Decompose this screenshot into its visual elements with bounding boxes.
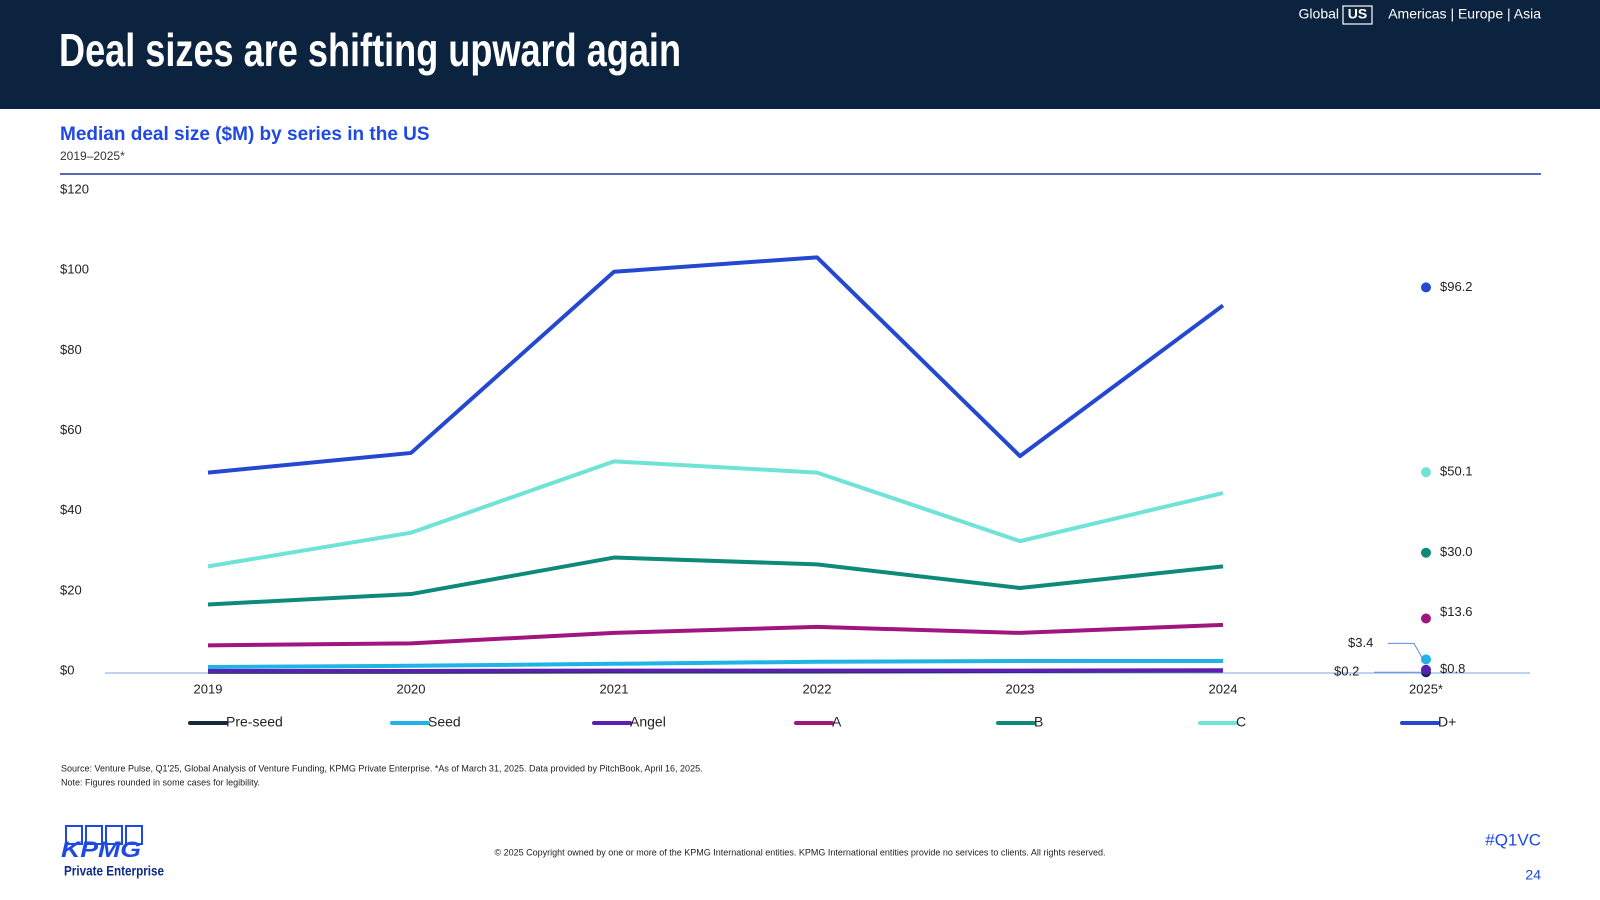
value-label: $0.8	[1440, 661, 1465, 676]
label-leader	[1388, 642, 1424, 660]
legend-label: D+	[1438, 714, 1456, 730]
series-line	[207, 658, 1223, 669]
legend-label: Pre-seed	[226, 714, 283, 730]
copyright: © 2025 Copyright owned by one or more of…	[495, 847, 1106, 857]
x-tick-label: 2025*	[1409, 681, 1443, 696]
logo-subtitle: Private Enterprise	[64, 863, 164, 879]
last-point	[1421, 654, 1431, 665]
last-point	[1421, 467, 1431, 478]
nav-current-box	[1342, 5, 1373, 25]
nav-others[interactable]: Americas | Europe | Asia	[1388, 6, 1541, 22]
x-tick-label: 2020	[397, 681, 426, 696]
header-band	[0, 0, 1600, 109]
value-label: $13.6	[1440, 604, 1473, 619]
legend-label: Angel	[630, 714, 666, 730]
last-point	[1421, 547, 1431, 558]
value-label: $30.0	[1440, 544, 1473, 559]
legend-label: B	[1034, 714, 1043, 730]
value-label: $50.1	[1440, 464, 1473, 479]
x-tick-label: 2019	[194, 681, 223, 696]
series-line	[207, 555, 1224, 607]
page-number: 24	[1525, 867, 1541, 883]
y-tick-label: $120	[60, 181, 89, 196]
last-point	[1421, 664, 1431, 675]
series-line	[207, 459, 1224, 569]
source-note: Source: Venture Pulse, Q1'25, Global Ana…	[61, 763, 703, 773]
nav-current[interactable]: US	[1348, 6, 1367, 22]
x-tick-label: 2024	[1209, 681, 1238, 696]
value-label: $0.2	[1334, 664, 1359, 679]
chart-title: Median deal size ($M) by series in the U…	[60, 124, 430, 145]
last-point	[1421, 613, 1431, 624]
nav-global: Global	[1299, 6, 1339, 22]
last-point	[1421, 282, 1431, 293]
chart-subtitle: 2019–2025*	[60, 149, 125, 163]
x-tick-label: 2022	[803, 681, 832, 696]
logo-text: KPMG	[61, 837, 141, 862]
slide-title: Deal sizes are shifting upward again	[59, 24, 681, 76]
y-tick-label: $0	[60, 662, 74, 677]
kpmg-logo	[65, 825, 143, 845]
x-tick-label: 2023	[1006, 681, 1035, 696]
x-tick-label: 2021	[600, 681, 629, 696]
legend-label: C	[1236, 714, 1246, 730]
y-tick-label: $20	[60, 582, 82, 597]
series-line	[207, 622, 1224, 648]
y-tick-label: $60	[60, 422, 82, 437]
y-tick-label: $80	[60, 342, 82, 357]
series-line	[208, 668, 1224, 673]
legend-label: Seed	[428, 714, 461, 730]
value-label: $96.2	[1440, 279, 1473, 294]
value-label: $3.4	[1348, 635, 1373, 650]
series-line	[207, 255, 1225, 475]
legend-label: A	[832, 714, 842, 730]
y-tick-label: $100	[60, 262, 89, 277]
rounding-note: Note: Figures rounded in some cases for …	[61, 777, 260, 787]
hashtag: #Q1VC	[1485, 830, 1541, 849]
y-tick-label: $40	[60, 502, 82, 517]
